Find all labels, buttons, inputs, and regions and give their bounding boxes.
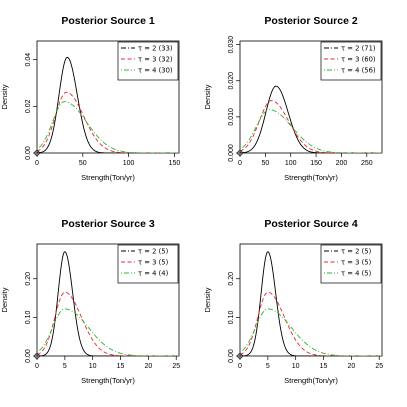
series-line-1 xyxy=(240,251,382,356)
x-tick-label: 5 xyxy=(63,363,67,370)
x-axis-label: Strength(Ton/yr) xyxy=(81,376,135,385)
panel-3: Posterior Source 3 0 5 10 15 20 25 0.00 0.10 0.20… xyxy=(0,218,180,385)
x-tick-label: 5 xyxy=(266,363,270,370)
legend-box xyxy=(117,41,179,81)
legend-entry: τ = 3 (5) xyxy=(341,259,372,267)
y-axis-label: Density xyxy=(203,84,212,109)
x-tick-label: 15 xyxy=(320,363,328,370)
y-tick-label: 0.04 xyxy=(25,53,32,67)
panel-4: Posterior Source 4 0 5 10 15 20 25 0.00 0.10 0.20… xyxy=(203,218,383,385)
x-tick-label: 25 xyxy=(172,363,180,370)
series-line-3 xyxy=(37,101,179,153)
x-tick-label: 200 xyxy=(336,160,348,167)
y-tick-label: 0.10 xyxy=(228,310,235,324)
x-tick-label: 10 xyxy=(292,363,300,370)
y-tick-label: 0.20 xyxy=(25,272,32,286)
series-line-1 xyxy=(37,56,179,153)
x-tick-label: 250 xyxy=(361,160,373,167)
legend-entry: τ = 2 (71) xyxy=(341,45,376,53)
series-line-2 xyxy=(240,291,382,356)
y-axis-label: Density xyxy=(0,287,9,312)
y-tick-label: 0.020 xyxy=(228,72,235,90)
x-tick-label: 0 xyxy=(35,160,39,167)
legend: τ = 2 (5) τ = 3 (5) τ = 4 (4) xyxy=(117,244,179,284)
y-tick-label: 0.00 xyxy=(25,146,32,160)
panel-title: Posterior Source 2 xyxy=(264,15,358,27)
legend-entry: τ = 4 (30) xyxy=(138,67,173,75)
y-tick-label: 0.02 xyxy=(25,99,32,113)
x-axis-label: Strength(Ton/yr) xyxy=(81,173,135,182)
panel-1: Posterior Source 1 0 50 100 150 0.00 0.02 0.04 S… xyxy=(0,15,180,182)
panel-title: Posterior Source 1 xyxy=(61,15,155,27)
x-tick-label: 50 xyxy=(79,160,87,167)
legend-entry: τ = 3 (60) xyxy=(341,56,376,64)
x-tick-label: 150 xyxy=(169,160,181,167)
y-tick-label: 0.000 xyxy=(228,144,235,162)
series-line-2 xyxy=(37,91,179,153)
x-tick-label: 50 xyxy=(261,160,269,167)
y-tick-label: 0.00 xyxy=(25,349,32,363)
legend-entry: τ = 4 (56) xyxy=(341,67,376,75)
x-tick-label: 0 xyxy=(35,363,39,370)
x-axis-label: Strength(Ton/yr) xyxy=(284,173,338,182)
legend-entry: τ = 4 (4) xyxy=(138,270,169,278)
x-tick-label: 100 xyxy=(123,160,135,167)
origin-marker xyxy=(34,150,40,156)
x-tick-label: 25 xyxy=(375,363,383,370)
origin-marker xyxy=(237,353,243,359)
series-line-1 xyxy=(37,251,179,356)
panel-title: Posterior Source 4 xyxy=(264,218,358,230)
series-line-1 xyxy=(240,85,382,153)
y-axis-label: Density xyxy=(203,287,212,312)
x-tick-label: 0 xyxy=(238,160,242,167)
legend-entry: τ = 4 (5) xyxy=(341,270,372,278)
x-tick-label: 100 xyxy=(285,160,297,167)
x-axis-label: Strength(Ton/yr) xyxy=(284,376,338,385)
x-tick-label: 15 xyxy=(117,363,125,370)
y-tick-label: 0.00 xyxy=(228,349,235,363)
legend: τ = 2 (5) τ = 3 (5) τ = 4 (5) xyxy=(320,244,382,284)
series-line-3 xyxy=(37,308,179,356)
x-tick-label: 0 xyxy=(238,363,242,370)
legend-entry: τ = 2 (5) xyxy=(341,248,372,256)
x-tick-label: 20 xyxy=(347,363,355,370)
x-tick-label: 150 xyxy=(310,160,322,167)
plot-frame xyxy=(239,40,383,154)
panel-title: Posterior Source 3 xyxy=(61,218,155,230)
series-line-3 xyxy=(240,308,382,356)
x-tick-label: 10 xyxy=(89,363,97,370)
series-line-2 xyxy=(37,291,179,356)
origin-marker xyxy=(34,353,40,359)
legend-entry: τ = 3 (32) xyxy=(138,56,173,64)
y-axis-label: Density xyxy=(0,84,9,109)
legend: τ = 2 (71) τ = 3 (60) τ = 4 (56) xyxy=(320,41,382,81)
legend-entry: τ = 2 (5) xyxy=(138,248,169,256)
y-tick-label: 0.10 xyxy=(25,310,32,324)
origin-marker xyxy=(237,150,243,156)
legend-entry: τ = 2 (33) xyxy=(138,45,173,53)
y-tick-label: 0.010 xyxy=(228,108,235,126)
legend: τ = 2 (33) τ = 3 (32) τ = 4 (30) xyxy=(117,41,179,81)
y-tick-label: 0.030 xyxy=(228,36,235,54)
series-line-2 xyxy=(240,100,382,153)
y-tick-label: 0.20 xyxy=(228,272,235,286)
panel-2: Posterior Source 2 0 50 100 150 200 250 0.000 0.… xyxy=(203,15,383,182)
series-line-3 xyxy=(240,109,382,153)
legend-entry: τ = 3 (5) xyxy=(138,259,169,267)
x-tick-label: 20 xyxy=(144,363,152,370)
